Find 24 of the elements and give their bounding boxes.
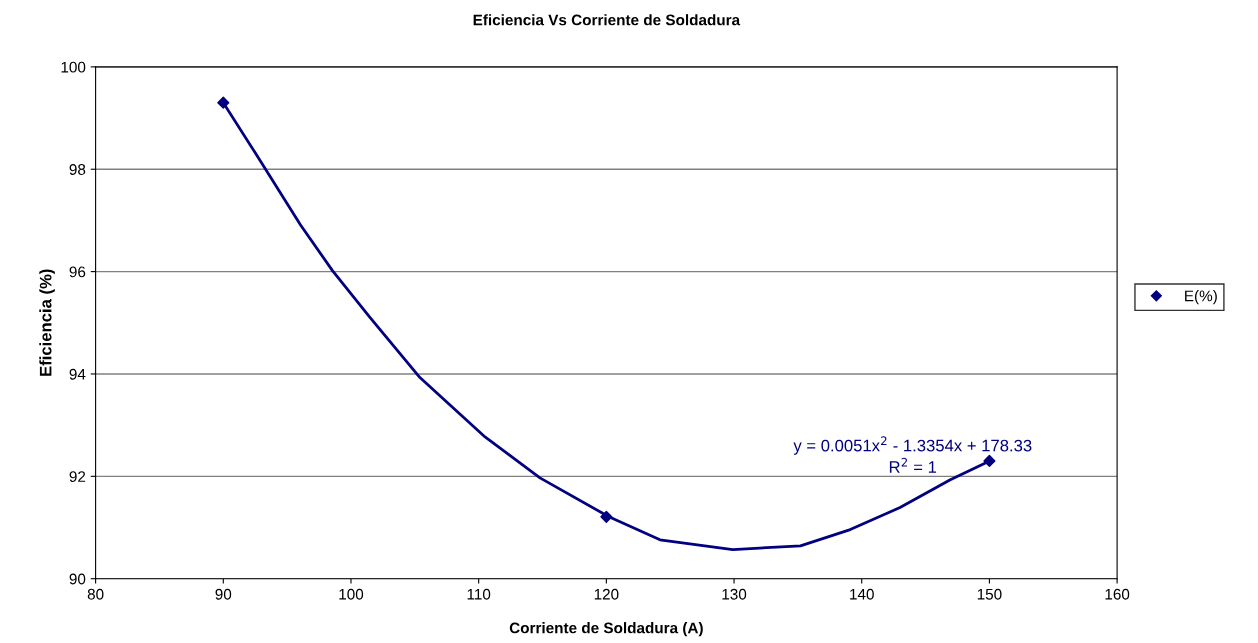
annotation: y = 0.0051x$^{2}$ - 1.3354x + 178.33 [793, 436, 1032, 455]
y-tick-label: 90 [69, 573, 86, 585]
chart-title: Eficiencia Vs Corriente de Soldadura [473, 14, 741, 26]
x-tick-label: 80 [87, 588, 104, 600]
annotation: R$^{2}$ = 1 [889, 457, 937, 473]
y-tick-label: 96 [69, 266, 86, 278]
point [983, 454, 996, 468]
x-tick-label: 120 [594, 588, 619, 600]
x-tick-label: 140 [850, 588, 874, 600]
y-tick-label: 94 [69, 368, 86, 380]
legend-label: E(%) [1185, 290, 1217, 305]
x-tick-label: 110 [467, 588, 491, 600]
x-tick-label: 130 [722, 588, 747, 600]
y-axis-title: Eficiencia (%) [39, 269, 55, 376]
point [217, 96, 230, 109]
x-tick-label: 160 [1105, 588, 1130, 600]
y-tick-label: 98 [69, 164, 86, 175]
x-tick-label: 150 [977, 588, 1002, 600]
y-tick-label: 100 [61, 61, 86, 73]
x-tick-label: 90 [215, 588, 232, 600]
x-tick-label: 100 [339, 588, 364, 600]
x-axis-title: Corriente de Soldadura (A) [509, 622, 703, 637]
y-tick-label: 92 [69, 471, 86, 483]
point [600, 510, 613, 523]
